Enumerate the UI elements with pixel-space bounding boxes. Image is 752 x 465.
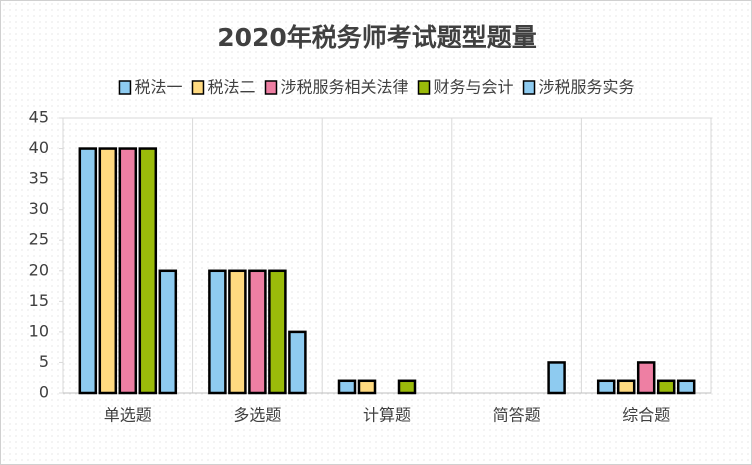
legend-label: 财务与会计 <box>434 78 514 97</box>
x-tick-label: 多选题 <box>233 406 281 425</box>
bar <box>337 379 357 395</box>
legend-swatch <box>264 80 278 95</box>
legend-swatch <box>118 80 132 95</box>
bar <box>78 147 98 395</box>
bar <box>208 269 227 395</box>
bar <box>357 379 377 395</box>
legend-swatch <box>191 80 205 95</box>
bar <box>616 379 636 395</box>
y-tick-label: 25 <box>29 230 49 249</box>
bar <box>656 379 676 395</box>
y-tick-label: 45 <box>29 108 49 127</box>
x-tick-label: 单选题 <box>104 406 152 425</box>
bar <box>636 361 656 395</box>
y-tick-label: 15 <box>29 291 49 310</box>
bar <box>138 147 158 395</box>
y-tick-label: 30 <box>29 199 49 218</box>
bar <box>118 147 138 395</box>
x-tick-label: 计算题 <box>363 406 411 425</box>
y-tick-label: 0 <box>39 383 49 402</box>
chart-title: 2020年税务师考试题型题量 <box>217 23 537 52</box>
bar <box>98 147 118 395</box>
y-tick-label: 5 <box>39 352 49 371</box>
bar <box>248 269 267 395</box>
legend-label: 税法一 <box>134 78 182 97</box>
legend-label: 税法二 <box>207 78 255 97</box>
x-tick-label: 综合题 <box>622 406 670 425</box>
legend-label: 涉税服务相关法律 <box>280 78 408 97</box>
y-tick-label: 10 <box>29 321 49 340</box>
legend-swatch <box>417 80 431 95</box>
bar <box>676 379 696 395</box>
y-tick-label: 20 <box>29 260 49 279</box>
y-tick-label: 35 <box>29 169 49 188</box>
bar <box>397 379 417 395</box>
x-tick-label: 简答题 <box>493 406 541 425</box>
bar <box>596 379 616 395</box>
bar <box>547 361 566 395</box>
legend-swatch <box>522 80 536 95</box>
bar <box>158 269 178 395</box>
bar <box>268 269 287 395</box>
legend-label: 涉税服务实务 <box>539 78 635 97</box>
bar <box>228 269 247 395</box>
bar <box>288 330 307 395</box>
y-tick-label: 40 <box>29 138 49 157</box>
